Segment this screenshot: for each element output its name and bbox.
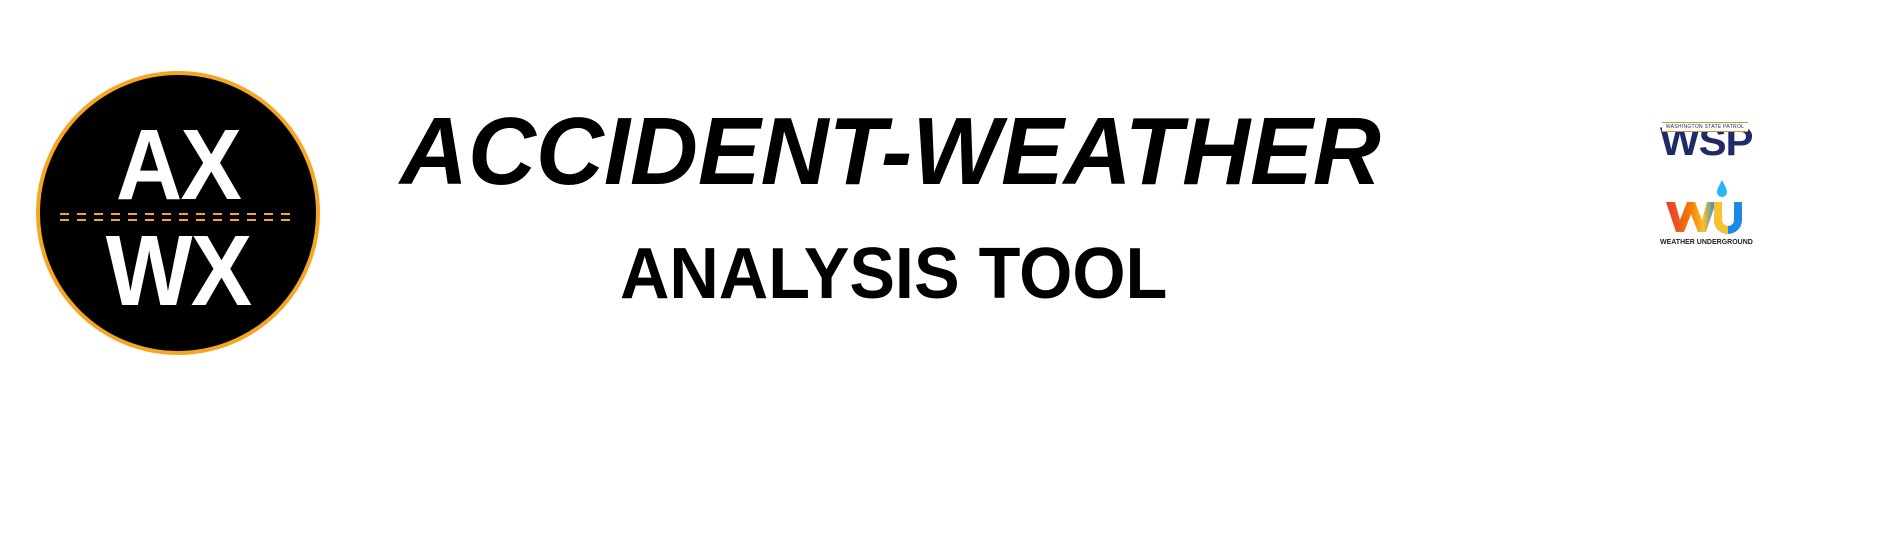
- logo-dashed-divider: [60, 213, 296, 221]
- logo-top-text: AX: [115, 109, 242, 221]
- page-subtitle: ANALYSIS TOOL: [620, 234, 1168, 314]
- wu-caption: WEATHER UNDERGROUND: [1660, 239, 1753, 246]
- wu-logo-icon: [1666, 180, 1742, 234]
- wsp-logo: WSP WASHINGTON STATE PATROL: [1660, 118, 1754, 164]
- logo-bottom-text: WX: [105, 215, 252, 327]
- page-title: ACCIDENT-WEATHER: [400, 98, 1381, 205]
- wsp-band-text: WASHINGTON STATE PATROL: [1662, 122, 1748, 132]
- axwx-logo: AX WX: [36, 71, 320, 355]
- weather-underground-logo: WEATHER UNDERGROUND: [1660, 178, 1753, 250]
